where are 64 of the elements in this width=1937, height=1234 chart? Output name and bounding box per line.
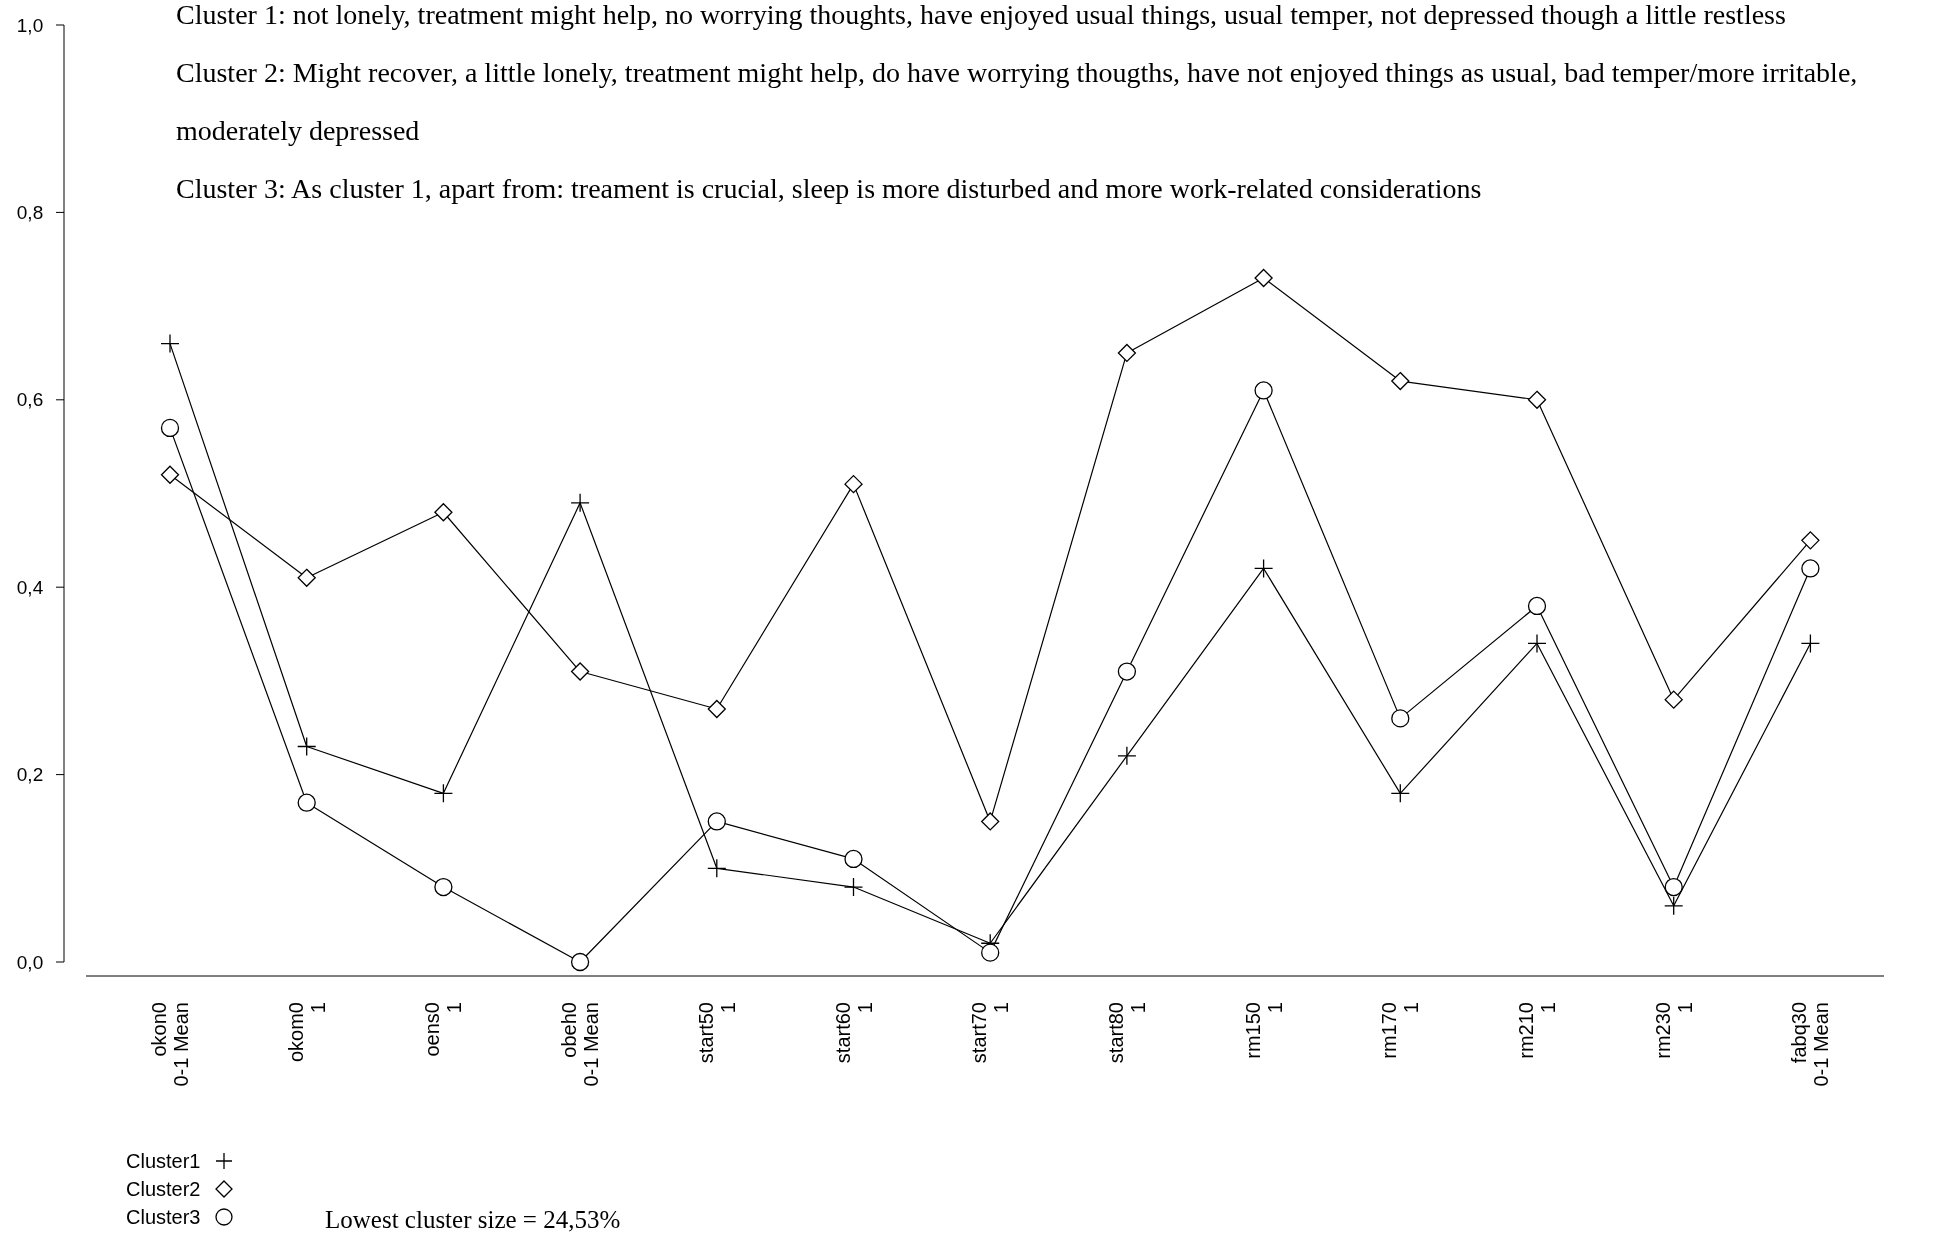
x-tick-label: rm210 1 — [1515, 1002, 1559, 1059]
text: Lowest cluster size = 24,53% — [325, 1206, 621, 1233]
point — [1117, 746, 1137, 766]
point — [297, 568, 316, 587]
y-tick-label: 0,0 — [16, 951, 44, 973]
x-tick-label: okom0 1 — [284, 1002, 329, 1063]
point — [570, 952, 590, 972]
point — [1527, 390, 1547, 409]
y-tick-label: 0,8 — [16, 202, 44, 224]
x-tick-label: rm150 1 — [1241, 1002, 1286, 1059]
legend-label: Cluster2 — [126, 1178, 201, 1200]
x-tick-label: rm230 1 — [1651, 1002, 1696, 1059]
x-tick-label: start50 1 — [694, 1002, 739, 1064]
point — [1117, 343, 1137, 363]
point — [1801, 559, 1820, 578]
point — [160, 465, 180, 484]
point — [707, 812, 726, 831]
point — [1117, 662, 1137, 681]
point — [1801, 531, 1820, 550]
point — [570, 662, 590, 681]
point — [160, 418, 180, 438]
annotation: Cluster 3: As cluster 1, apart from: treament is crucial, sleep is more disturbed and more work-related considerations — [176, 173, 1482, 204]
x-tick-label: okon0 0-1 Mean — [148, 1002, 192, 1087]
annotation: Cluster 2: Might recover, a little lonely, treatment might help, do have worrying thougths, have not enjoyed things as usual, bad temper/more irritable, moderately depressed — [176, 57, 1858, 146]
point — [1527, 633, 1547, 654]
annotation: Cluster 1: not lonely, treatment might help, no worrying thoughts, have enjoyed usual things, usual temper, not depressed though a little restless — [176, 0, 1786, 30]
point — [1664, 690, 1683, 709]
legend-label: Cluster3 — [126, 1206, 201, 1228]
point — [1391, 371, 1410, 391]
point — [1664, 877, 1683, 897]
x-tick-label: start60 1 — [831, 1002, 876, 1064]
point — [1254, 268, 1273, 288]
y-tick-label: 1,0 — [16, 14, 44, 36]
point — [297, 793, 316, 812]
point — [981, 943, 1000, 962]
x-tick-label: start80 1 — [1104, 1002, 1149, 1064]
point — [843, 877, 864, 897]
y-tick-label: 0,4 — [16, 576, 44, 598]
point — [434, 877, 453, 897]
x-tick-label: oens0 1 — [421, 1002, 466, 1057]
legend-label: Cluster1 — [126, 1150, 201, 1172]
y-tick-label: 0,6 — [16, 389, 44, 411]
point — [1254, 381, 1273, 400]
point — [844, 849, 863, 869]
point — [160, 333, 180, 354]
point — [844, 474, 863, 494]
point — [1664, 896, 1684, 916]
point — [1253, 558, 1274, 579]
x-tick-label: obeh0 0-1 Mean — [558, 1002, 603, 1087]
x-tick-label: rm170 1 — [1378, 1002, 1423, 1059]
point — [433, 783, 454, 803]
point — [707, 858, 727, 878]
point — [707, 699, 726, 719]
point — [1527, 596, 1547, 616]
x-tick-label: start70 1 — [968, 1002, 1013, 1064]
y-tick-label: 0,2 — [16, 764, 44, 786]
point — [434, 503, 453, 522]
point — [1800, 633, 1821, 654]
x-tick-label: fabq30 0-1 Mean — [1788, 1002, 1833, 1087]
point — [981, 812, 1000, 831]
point — [1390, 783, 1410, 803]
point — [570, 493, 590, 513]
point — [1391, 709, 1410, 728]
point — [297, 736, 317, 757]
